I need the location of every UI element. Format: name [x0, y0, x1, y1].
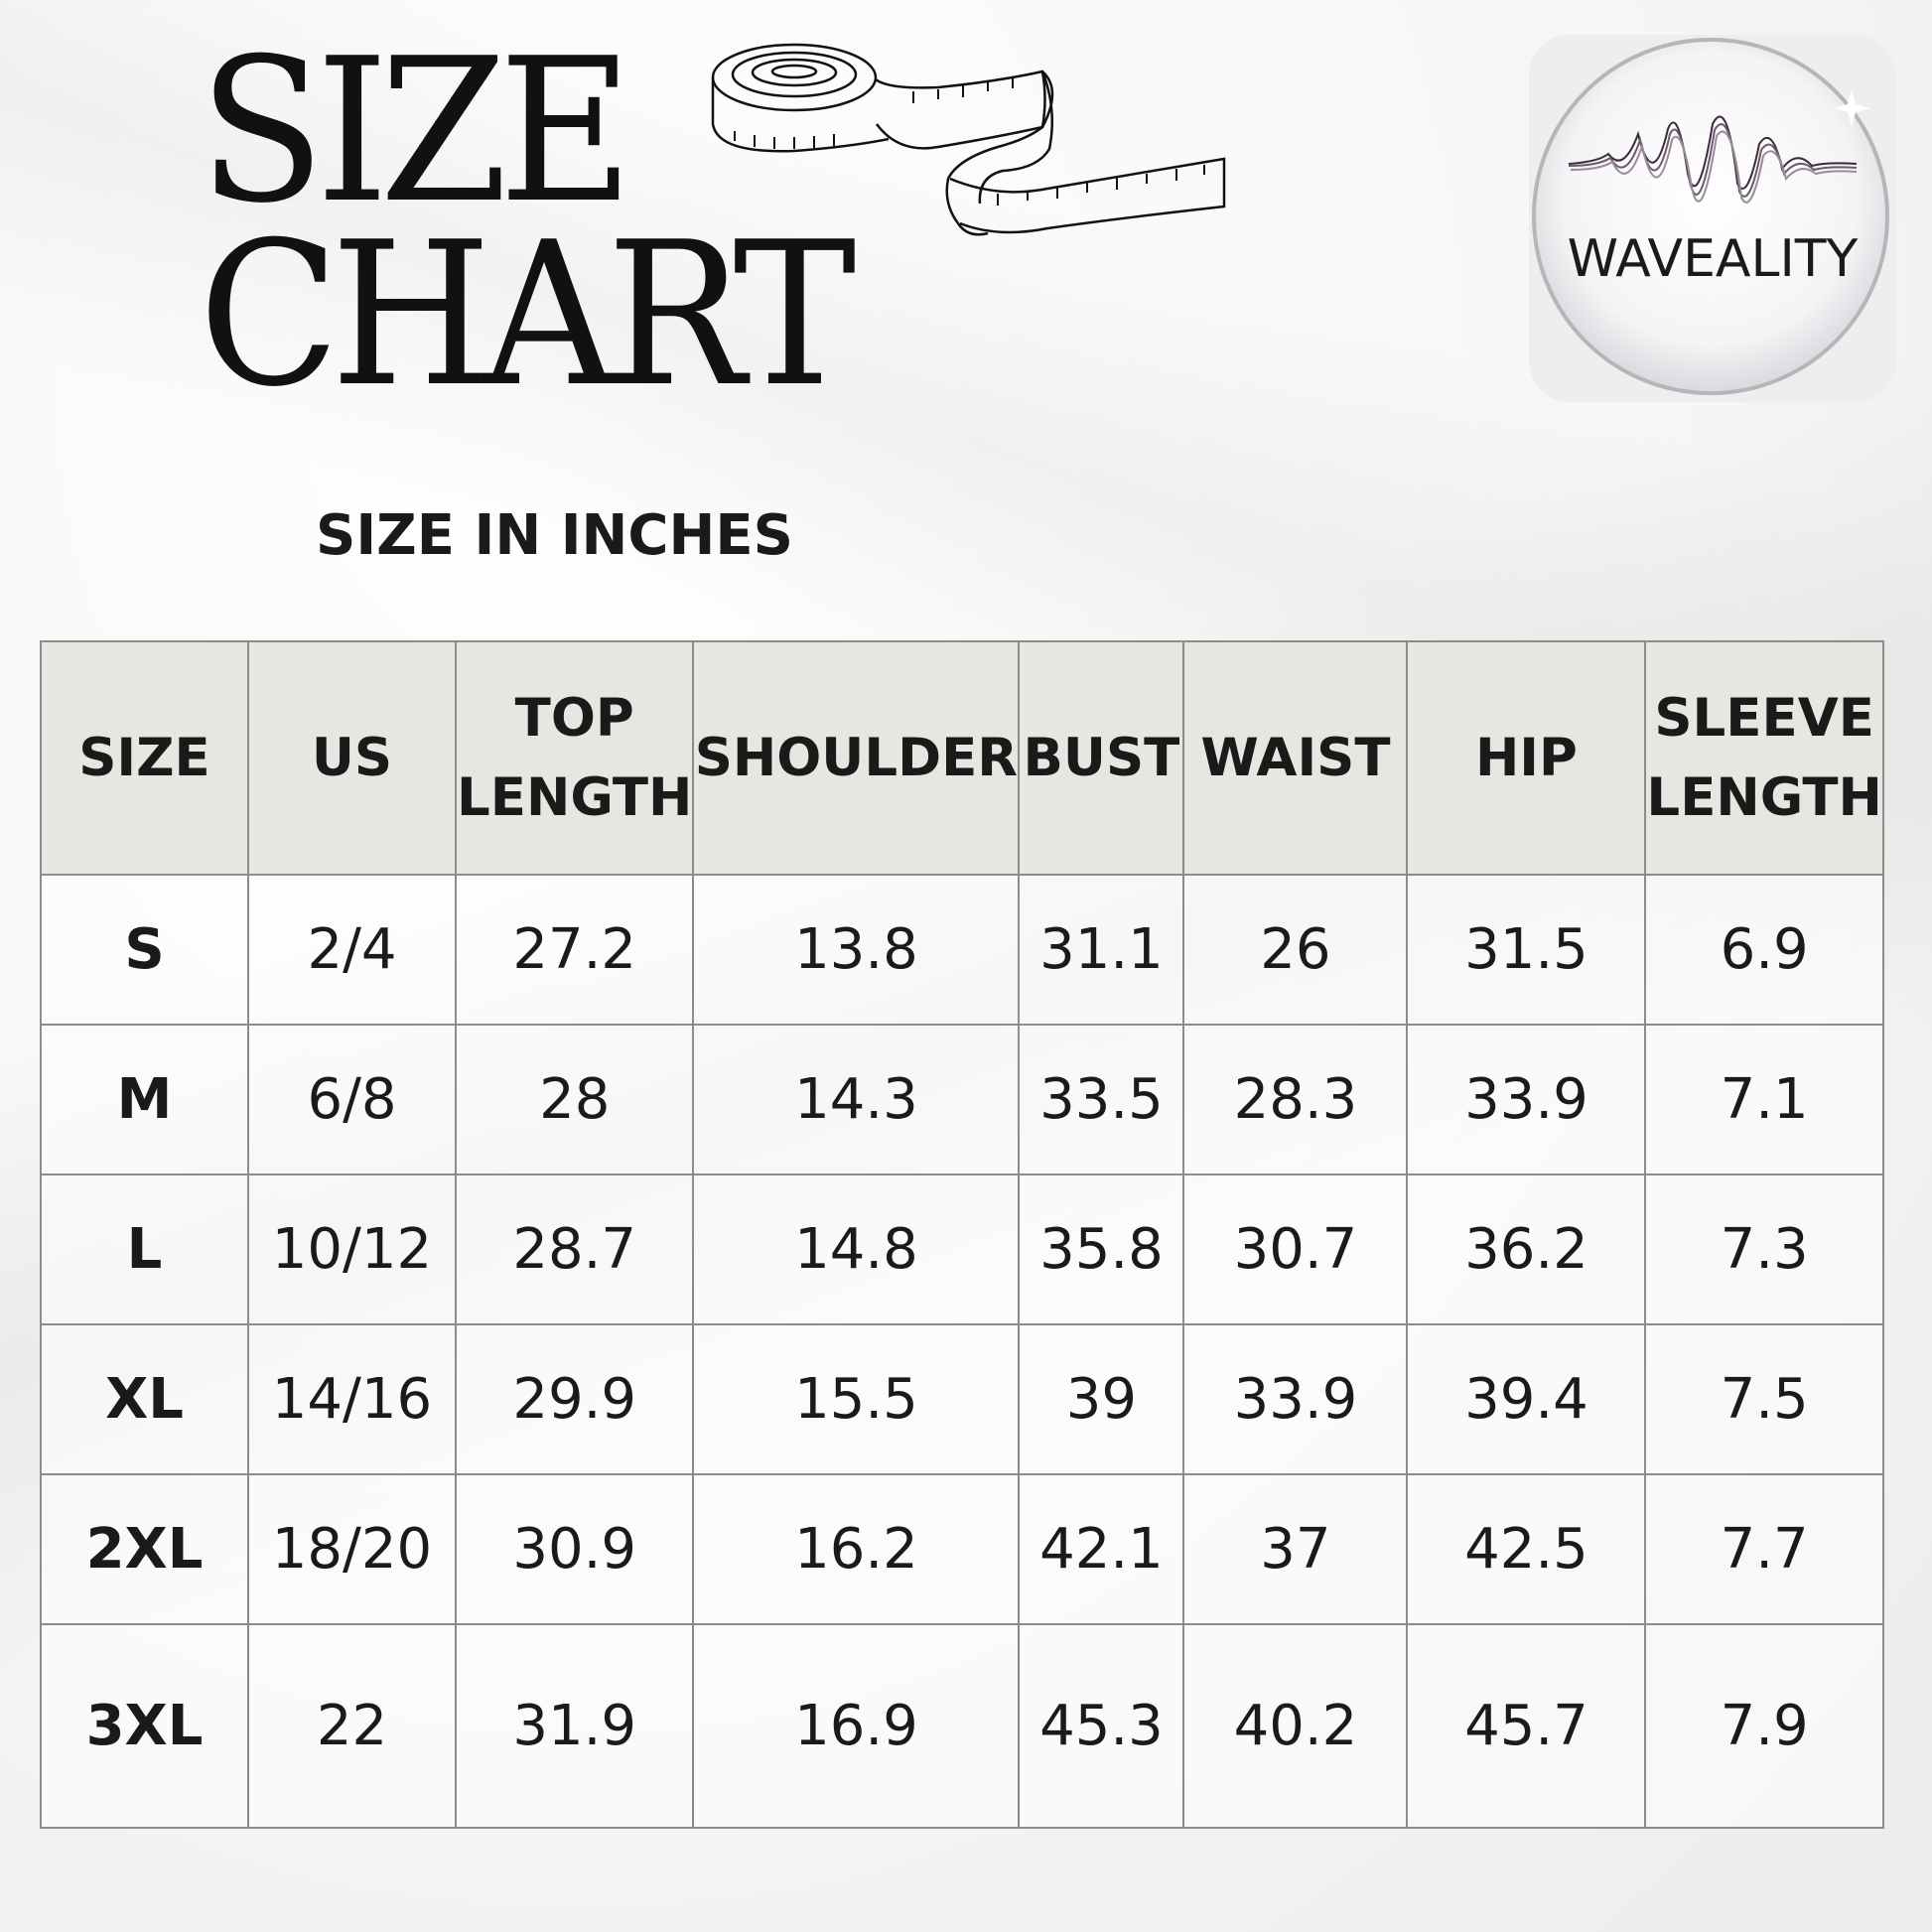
table-row: M 6/8 28 14.3 33.5 28.3 33.9 7.1 — [40, 1024, 1884, 1175]
column-header-top-length: TOP LENGTH — [454, 640, 695, 876]
waveality-logo: WAVEALITY — [1529, 35, 1896, 402]
bust-cell: 33.5 — [1018, 1024, 1185, 1175]
shoulder-cell: 15.5 — [692, 1323, 1021, 1475]
column-header-hip: HIP — [1406, 640, 1647, 876]
title-line-chart: CHART — [199, 200, 856, 431]
table-row: 3XL 22 31.9 16.9 45.3 40.2 45.7 7.9 — [40, 1623, 1884, 1829]
logo-text: WAVEALITY — [1568, 229, 1859, 289]
table-row: L 10/12 28.7 14.8 35.8 30.7 36.2 7.3 — [40, 1173, 1884, 1325]
size-cell: S — [40, 874, 249, 1026]
column-header-size: SIZE — [40, 640, 249, 876]
hip-cell: 36.2 — [1406, 1173, 1647, 1325]
shoulder-cell: 16.2 — [692, 1473, 1021, 1625]
column-header-us: US — [247, 640, 457, 876]
size-cell: 2XL — [40, 1473, 249, 1625]
top-length-cell: 29.9 — [454, 1323, 695, 1475]
bust-cell: 35.8 — [1018, 1173, 1185, 1325]
sleeve-length-cell: 7.7 — [1644, 1473, 1884, 1625]
page-title: SIZE CHART — [199, 16, 896, 431]
column-header-waist: WAIST — [1182, 640, 1409, 876]
measuring-tape-icon — [711, 43, 1226, 236]
hip-cell: 33.9 — [1406, 1024, 1647, 1175]
waist-cell: 33.9 — [1182, 1323, 1409, 1475]
us-cell: 2/4 — [247, 874, 457, 1026]
us-cell: 10/12 — [247, 1173, 457, 1325]
sleeve-length-cell: 7.5 — [1644, 1323, 1884, 1475]
waist-cell: 30.7 — [1182, 1173, 1409, 1325]
waist-cell: 26 — [1182, 874, 1409, 1026]
bust-cell: 45.3 — [1018, 1623, 1185, 1829]
shoulder-cell: 14.8 — [692, 1173, 1021, 1325]
sleeve-length-cell: 6.9 — [1644, 874, 1884, 1026]
shoulder-cell: 14.3 — [692, 1024, 1021, 1175]
sleeve-length-cell: 7.1 — [1644, 1024, 1884, 1175]
hip-cell: 31.5 — [1406, 874, 1647, 1026]
size-unit-subtitle: SIZE IN INCHES — [316, 503, 793, 568]
title-line-size: SIZE — [199, 16, 633, 247]
waist-cell: 37 — [1182, 1473, 1409, 1625]
table-row: XL 14/16 29.9 15.5 39 33.9 39.4 7.5 — [40, 1323, 1884, 1475]
sleeve-length-cell: 7.9 — [1644, 1623, 1884, 1829]
column-header-sleeve-length: SLEEVE LENGTH — [1644, 640, 1884, 876]
table-row: S 2/4 27.2 13.8 31.1 26 31.5 6.9 — [40, 874, 1884, 1026]
us-cell: 6/8 — [247, 1024, 457, 1175]
bust-cell: 42.1 — [1018, 1473, 1185, 1625]
shoulder-cell: 13.8 — [692, 874, 1021, 1026]
top-length-cell: 31.9 — [454, 1623, 695, 1829]
us-cell: 14/16 — [247, 1323, 457, 1475]
top-length-cell: 28.7 — [454, 1173, 695, 1325]
waist-cell: 28.3 — [1182, 1024, 1409, 1175]
size-cell: L — [40, 1173, 249, 1325]
size-cell: 3XL — [40, 1623, 249, 1829]
shoulder-cell: 16.9 — [692, 1623, 1021, 1829]
table-row: 2XL 18/20 30.9 16.2 42.1 37 42.5 7.7 — [40, 1473, 1884, 1625]
top-length-cell: 30.9 — [454, 1473, 695, 1625]
bust-cell: 39 — [1018, 1323, 1185, 1475]
header-row: SIZE US TOP LENGTH SHOULDER BUST WAIST HI… — [40, 640, 1884, 876]
size-chart-table: SIZE US TOP LENGTH SHOULDER BUST WAIST HI… — [40, 640, 1884, 1829]
us-cell: 22 — [247, 1623, 457, 1829]
size-cell: XL — [40, 1323, 249, 1475]
hip-cell: 39.4 — [1406, 1323, 1647, 1475]
us-cell: 18/20 — [247, 1473, 457, 1625]
column-header-bust: BUST — [1018, 640, 1185, 876]
column-header-shoulder: SHOULDER — [692, 640, 1021, 876]
hip-cell: 42.5 — [1406, 1473, 1647, 1625]
hip-cell: 45.7 — [1406, 1623, 1647, 1829]
waist-cell: 40.2 — [1182, 1623, 1409, 1829]
top-length-cell: 28 — [454, 1024, 695, 1175]
bust-cell: 31.1 — [1018, 874, 1185, 1026]
top-length-cell: 27.2 — [454, 874, 695, 1026]
sleeve-length-cell: 7.3 — [1644, 1173, 1884, 1325]
size-cell: M — [40, 1024, 249, 1175]
